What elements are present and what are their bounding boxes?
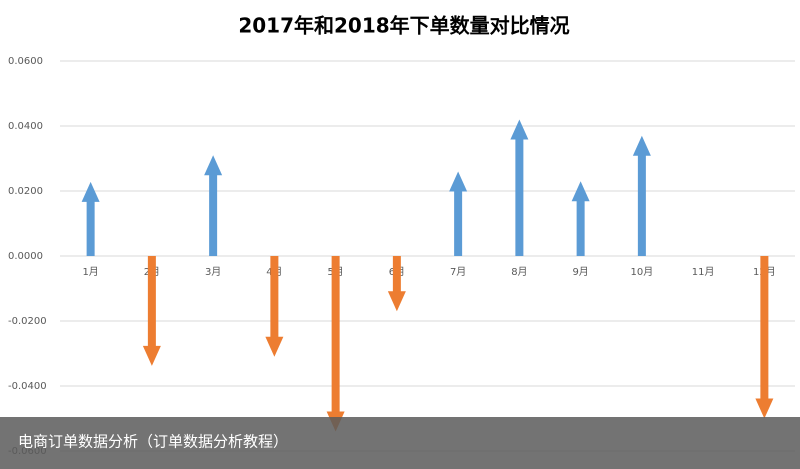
plot-area: -0.0600-0.0400-0.02000.00000.02000.04000… [8,56,795,457]
x-tick-label: 8月 [511,266,527,278]
y-tick-label: 0.0200 [8,186,43,197]
arrow [81,181,100,256]
arrow [632,135,651,256]
chart-title: 2017年和2018年下单数量对比情况 [238,14,569,38]
y-tick-label: -0.0200 [8,316,47,327]
arrow [387,256,406,312]
caption-bar [0,417,800,469]
x-tick-label: 9月 [572,266,588,278]
y-tick-label: 0.0400 [8,121,43,132]
arrow [755,256,774,419]
caption: 电商订单数据分析（订单数据分析教程） [18,433,288,451]
arrow [142,256,161,366]
arrow [510,119,529,256]
y-tick-label: 0.0600 [8,56,43,67]
arrow [265,256,284,357]
x-tick-label: 7月 [450,266,466,278]
arrow [326,256,345,432]
x-tick-label: 10月 [631,266,654,278]
arrow [449,171,468,256]
x-tick-label: 1月 [82,266,98,278]
x-tick-label: 11月 [692,266,715,278]
y-tick-label: -0.0400 [8,381,47,392]
arrow [571,181,590,256]
arrow [204,155,223,256]
y-tick-label: 0.0000 [8,251,43,262]
x-tick-label: 3月 [205,266,221,278]
